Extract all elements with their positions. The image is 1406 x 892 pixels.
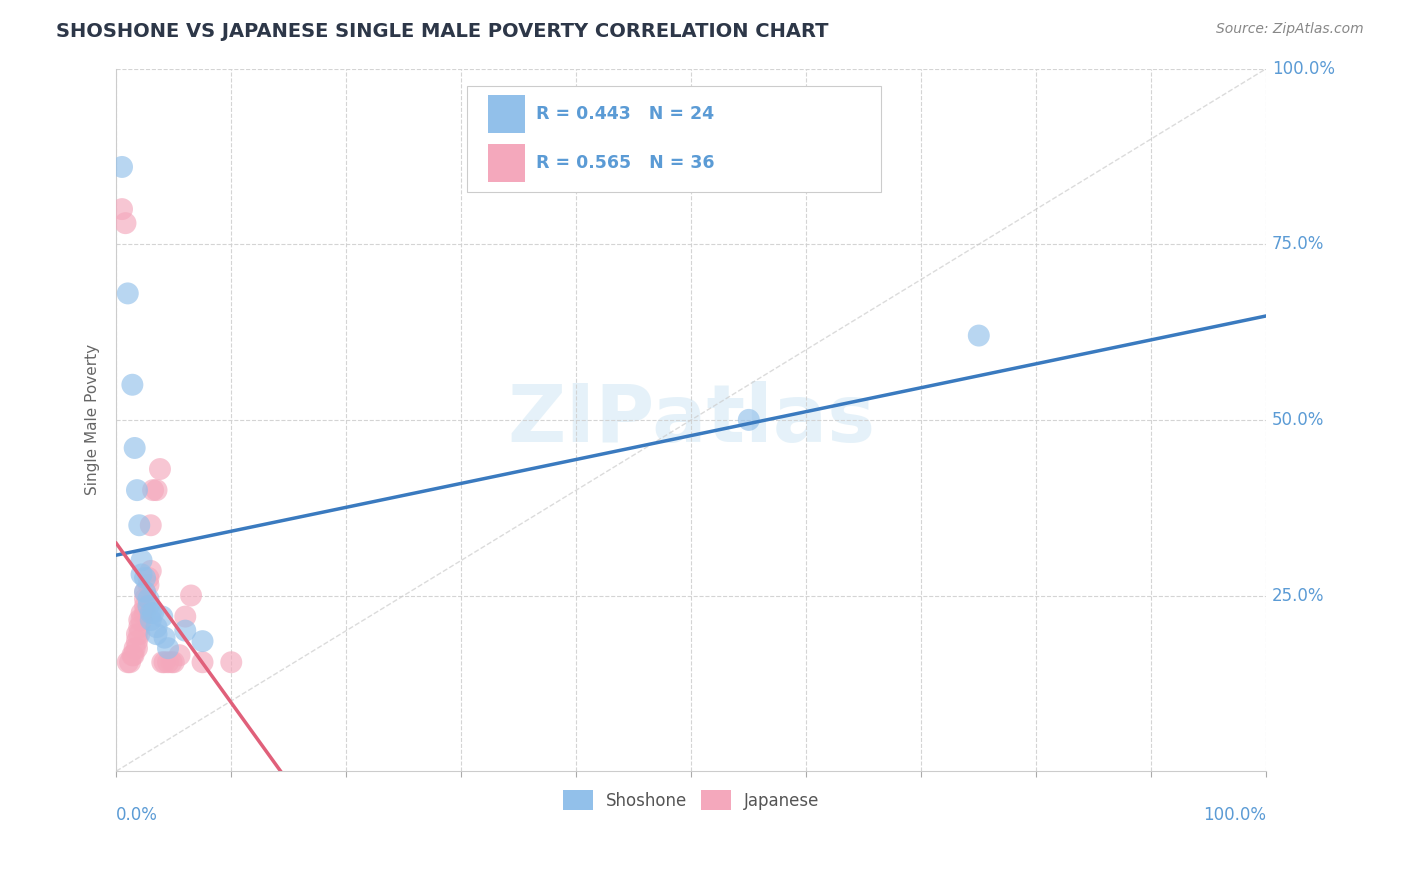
Point [139,564,162,578]
Point [967,328,990,343]
Point [111,202,134,216]
Point [191,655,214,669]
Point [160,655,183,669]
Point [180,589,202,603]
Point [145,627,167,641]
Point [157,655,180,669]
Point [117,286,139,301]
Point [121,377,143,392]
Point [174,609,197,624]
Point [121,648,143,663]
Point [138,599,160,613]
Point [149,462,172,476]
Text: 50.0%: 50.0% [1272,411,1324,429]
Point [125,483,148,497]
Point [145,483,167,497]
Point [138,578,160,592]
Point [191,634,214,648]
Point [169,648,191,663]
Text: R = 0.565   N = 36: R = 0.565 N = 36 [536,154,714,172]
Point [174,624,197,638]
Point [124,441,146,455]
Point [117,655,139,669]
Text: 0.0%: 0.0% [117,806,157,824]
Point [125,627,148,641]
Point [142,483,165,497]
Point [134,599,156,613]
Text: 100.0%: 100.0% [1204,806,1267,824]
Point [128,627,150,641]
Text: SHOSHONE VS JAPANESE SINGLE MALE POVERTY CORRELATION CHART: SHOSHONE VS JAPANESE SINGLE MALE POVERTY… [56,22,828,41]
Point [219,655,242,669]
Point [131,567,153,582]
Legend: Shoshone, Japanese: Shoshone, Japanese [558,785,824,815]
FancyBboxPatch shape [467,87,882,192]
Text: ZIPatlas: ZIPatlas [508,381,876,458]
Point [114,216,136,230]
Point [128,518,150,533]
Point [134,585,156,599]
Point [138,571,160,585]
Point [134,571,156,585]
Point [131,613,153,627]
Point [128,613,150,627]
Text: 25.0%: 25.0% [1272,587,1324,605]
Text: 75.0%: 75.0% [1272,235,1324,253]
Point [125,634,148,648]
Point [111,160,134,174]
Point [122,648,145,663]
Point [131,606,153,620]
Point [134,585,156,599]
Point [142,606,165,620]
Point [153,655,176,669]
Point [139,613,162,627]
Point [134,592,156,607]
FancyBboxPatch shape [488,95,524,133]
Point [139,606,162,620]
Point [150,609,173,624]
FancyBboxPatch shape [488,145,524,182]
Point [125,641,148,656]
Point [124,641,146,656]
Point [145,620,167,634]
Text: Source: ZipAtlas.com: Source: ZipAtlas.com [1216,22,1364,37]
Point [120,655,142,669]
Point [138,592,160,607]
Text: 100.0%: 100.0% [1272,60,1336,78]
Point [131,553,153,567]
Point [128,620,150,634]
Point [157,641,180,656]
Point [139,518,162,533]
Point [134,606,156,620]
Point [163,655,186,669]
Text: R = 0.443   N = 24: R = 0.443 N = 24 [536,105,714,123]
Point [738,413,761,427]
Point [150,655,173,669]
Y-axis label: Single Male Poverty: Single Male Poverty [86,344,100,495]
Point [153,631,176,645]
